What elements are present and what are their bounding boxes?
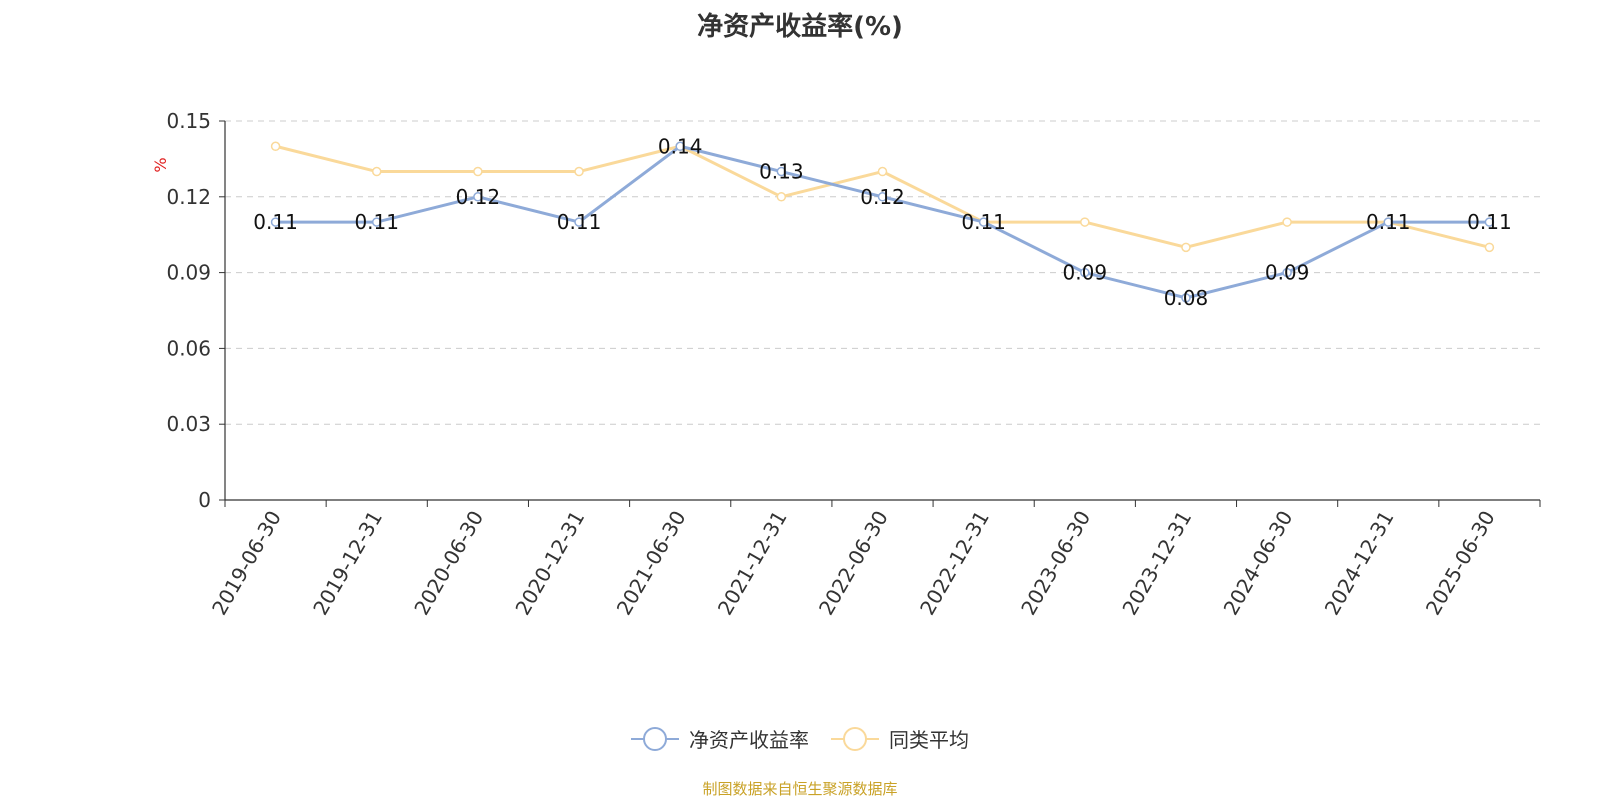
legend-label: 同类平均	[889, 728, 969, 752]
x-tick-label: 2024-06-30	[1219, 507, 1298, 620]
y-tick-label: 0.03	[166, 412, 211, 436]
data-point-1	[1282, 217, 1292, 227]
data-point-1	[371, 166, 382, 177]
data-label: 0.12	[860, 185, 905, 209]
legend-label: 净资产收益率	[689, 728, 809, 752]
x-tick-label: 2021-06-30	[612, 507, 691, 620]
data-point-0	[1080, 267, 1090, 278]
data-point-1	[1484, 242, 1495, 253]
data-label: 0.09	[1063, 261, 1108, 285]
data-point-0	[371, 217, 382, 227]
data-point-1	[574, 166, 584, 177]
data-label: 0.11	[557, 210, 602, 234]
data-point-0	[877, 192, 888, 202]
data-label: 0.11	[253, 210, 298, 234]
data-point-1	[1181, 242, 1191, 253]
data-point-1	[877, 166, 888, 177]
x-tick-label: 2021-12-31	[713, 507, 792, 620]
data-label: 0.14	[658, 134, 703, 158]
data-point-0	[1181, 293, 1191, 303]
data-point-1	[270, 141, 281, 152]
legend-marker-icon	[831, 726, 879, 751]
x-tick-label: 2025-06-30	[1421, 507, 1500, 620]
y-tick-label: 0.06	[166, 336, 211, 360]
x-tick-label: 2024-12-31	[1320, 507, 1399, 620]
x-tick-label: 2022-06-30	[814, 507, 893, 620]
data-point-1	[473, 166, 483, 177]
x-tick-label: 2019-06-30	[207, 507, 286, 620]
data-point-0	[270, 217, 281, 227]
legend-item-series-1[interactable]: 同类平均	[831, 724, 969, 753]
data-point-0	[776, 166, 787, 177]
data-label: 0.13	[759, 160, 804, 184]
data-label: 0.09	[1265, 261, 1310, 285]
legend-item-series-0[interactable]: 净资产收益率	[631, 724, 809, 753]
x-tick-label: 2019-12-31	[308, 507, 387, 620]
data-label: 0.11	[354, 210, 399, 234]
y-tick-label: 0.09	[166, 261, 211, 285]
data-point-0	[1282, 267, 1292, 278]
data-label: 0.12	[456, 185, 501, 209]
data-point-1	[1080, 217, 1090, 227]
data-label: 0.08	[1164, 286, 1209, 310]
y-tick-label: 0.15	[166, 109, 211, 133]
x-tick-label: 2020-06-30	[409, 507, 488, 620]
x-tick-label: 2023-06-30	[1016, 507, 1095, 620]
data-point-0	[978, 217, 989, 227]
x-tick-label: 2020-12-31	[510, 507, 589, 620]
legend: 净资产收益率 同类平均	[0, 724, 1600, 753]
x-tick-label: 2023-12-31	[1117, 507, 1196, 620]
data-point-0	[574, 217, 584, 227]
data-point-1	[776, 192, 787, 202]
y-tick-label: 0	[198, 488, 211, 512]
y-axis-unit: %	[151, 157, 170, 172]
data-point-0	[1383, 217, 1394, 227]
data-label: 0.11	[961, 210, 1006, 234]
source-note: 制图数据来自恒生聚源数据库	[702, 780, 898, 798]
data-point-0	[1484, 217, 1495, 227]
chart-title: 净资产收益率(%)	[697, 12, 903, 42]
data-label: 0.11	[1366, 210, 1411, 234]
x-tick-label: 2022-12-31	[915, 506, 994, 619]
data-point-0	[473, 192, 483, 202]
legend-marker-icon	[631, 726, 679, 751]
y-tick-label: 0.12	[166, 185, 211, 209]
data-label: 0.11	[1467, 210, 1512, 234]
data-point-0	[675, 141, 685, 152]
